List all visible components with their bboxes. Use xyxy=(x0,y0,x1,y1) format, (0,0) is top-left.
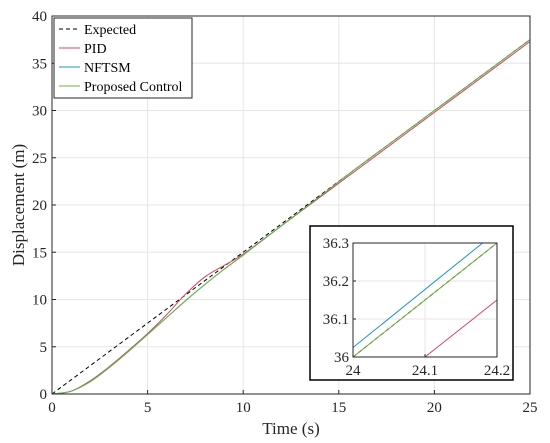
legend-box xyxy=(53,17,193,99)
inset-zoom-plot: 24 24.1 24.2 36 36.1 36.2 36.3 xyxy=(309,225,514,381)
inset-x-tick-label: 24.1 xyxy=(412,363,438,379)
inset-x-tick-label: 24 xyxy=(346,363,362,379)
y-tick-label: 25 xyxy=(32,151,47,167)
inset-y-tick-label: 36.1 xyxy=(323,312,349,328)
y-tick-label: 40 xyxy=(32,9,47,25)
series-line-pid xyxy=(51,41,531,395)
y-tick-label: 30 xyxy=(32,104,47,120)
inset-outer-frame xyxy=(309,225,514,381)
inset-series xyxy=(352,242,498,358)
x-axis-title: Time (s) xyxy=(262,419,319,438)
x-tick-label: 15 xyxy=(331,400,346,416)
inset-series-line-proposed-control xyxy=(352,242,498,358)
x-tick-label: 10 xyxy=(236,400,251,416)
y-tick-label: 20 xyxy=(32,198,47,214)
inset-y-tick-label: 36.2 xyxy=(323,274,349,290)
x-tick-label: 25 xyxy=(523,400,538,416)
inset-series-line-nftsm xyxy=(352,242,483,348)
inset-axis-ticks: 24 24.1 24.2 36 36.1 36.2 36.3 xyxy=(323,236,510,379)
inset-x-tick-label: 24.2 xyxy=(484,363,510,379)
x-tick-label: 0 xyxy=(48,400,56,416)
series-line-expected xyxy=(51,39,531,395)
y-tick-label: 5 xyxy=(40,340,48,356)
main-series xyxy=(51,39,531,395)
y-tick-label: 0 xyxy=(40,387,48,403)
main-axis-ticks: 0 5 10 15 20 25 0 5 10 15 20 25 30 35 40 xyxy=(32,9,538,416)
legend: Expected PID NFTSM Proposed Control xyxy=(53,17,193,99)
x-tick-label: 20 xyxy=(427,400,442,416)
inset-y-tick-label: 36.3 xyxy=(323,236,349,252)
inset-series-line-pid xyxy=(424,299,498,358)
y-axis-title: Displacement (m) xyxy=(9,144,28,266)
legend-label-pid: PID xyxy=(84,42,107,57)
y-tick-label: 10 xyxy=(32,293,47,309)
series-line-proposed-control xyxy=(51,39,531,395)
legend-label-proposed-control: Proposed Control xyxy=(84,80,183,95)
legend-label-nftsm: NFTSM xyxy=(84,61,131,76)
x-tick-label: 5 xyxy=(144,400,152,416)
y-tick-label: 35 xyxy=(32,56,47,72)
y-tick-label: 15 xyxy=(32,245,47,261)
inset-y-tick-label: 36 xyxy=(334,350,350,366)
legend-label-expected: Expected xyxy=(84,23,136,38)
